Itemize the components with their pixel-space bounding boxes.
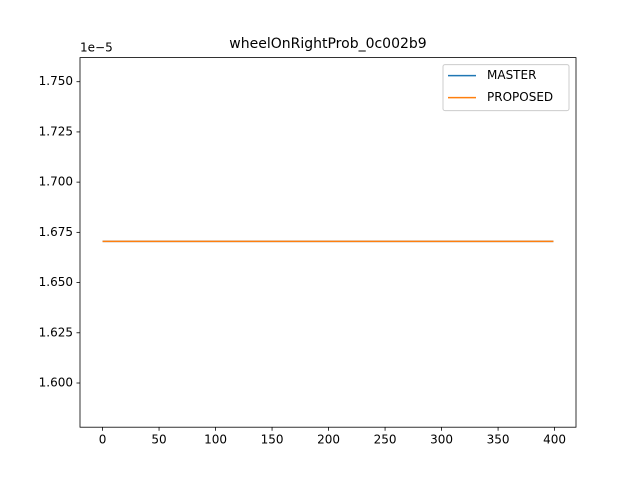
y-tick-label: 1.650 [39,275,73,289]
legend-label: MASTER [487,68,536,82]
x-tick-label: 50 [151,433,166,447]
x-tick-label: 350 [487,433,510,447]
y-tick-label: 1.725 [39,124,73,138]
legend-label: PROPOSED [487,90,553,104]
x-tick-label: 400 [543,433,566,447]
y-offset-label: 1e−5 [80,41,113,55]
y-tick-label: 1.600 [39,376,73,390]
chart-title: wheelOnRightProb_0c002b9 [229,36,426,52]
x-tick-label: 0 [99,433,107,447]
x-tick-label: 300 [430,433,453,447]
x-tick-label: 200 [317,433,340,447]
x-tick-label: 150 [261,433,284,447]
x-tick-label: 100 [204,433,227,447]
y-tick-label: 1.750 [39,74,73,88]
axes-frame [79,57,577,428]
y-tick-label: 1.675 [39,225,73,239]
y-tick-label: 1.625 [39,325,73,339]
x-tick-label: 250 [374,433,397,447]
y-tick-label: 1.700 [39,175,73,189]
